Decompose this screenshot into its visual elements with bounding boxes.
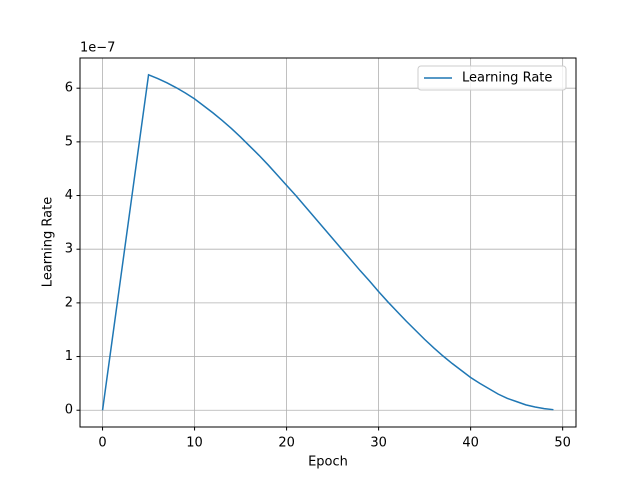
y-tick-label: 0 [65,403,73,418]
x-tick-label: 30 [370,436,387,451]
plot-area [101,73,554,411]
y-tick-label: 5 [65,134,73,149]
legend: Learning Rate [417,65,567,91]
legend-label: Learning Rate [462,71,552,86]
y-tick-label: 4 [65,188,73,203]
y-tick-label: 3 [65,242,73,257]
y-axis-label: Learning Rate [41,197,56,287]
legend-box [417,65,567,91]
y-tick-label: 2 [65,295,73,310]
line-series [101,73,554,411]
x-tick-label: 0 [98,436,106,451]
x-tick-label: 10 [186,436,203,451]
x-tick-label: 50 [554,436,571,451]
axes-frame [79,57,577,428]
y-tick-label: 6 [65,81,73,96]
x-axis-label: Epoch [308,455,348,470]
grid [80,58,576,427]
x-tick-label: 40 [462,436,479,451]
x-tick-label: 20 [278,436,295,451]
y-tick-label: 1 [65,349,73,364]
y-offset-label: 1e−7 [80,41,115,56]
